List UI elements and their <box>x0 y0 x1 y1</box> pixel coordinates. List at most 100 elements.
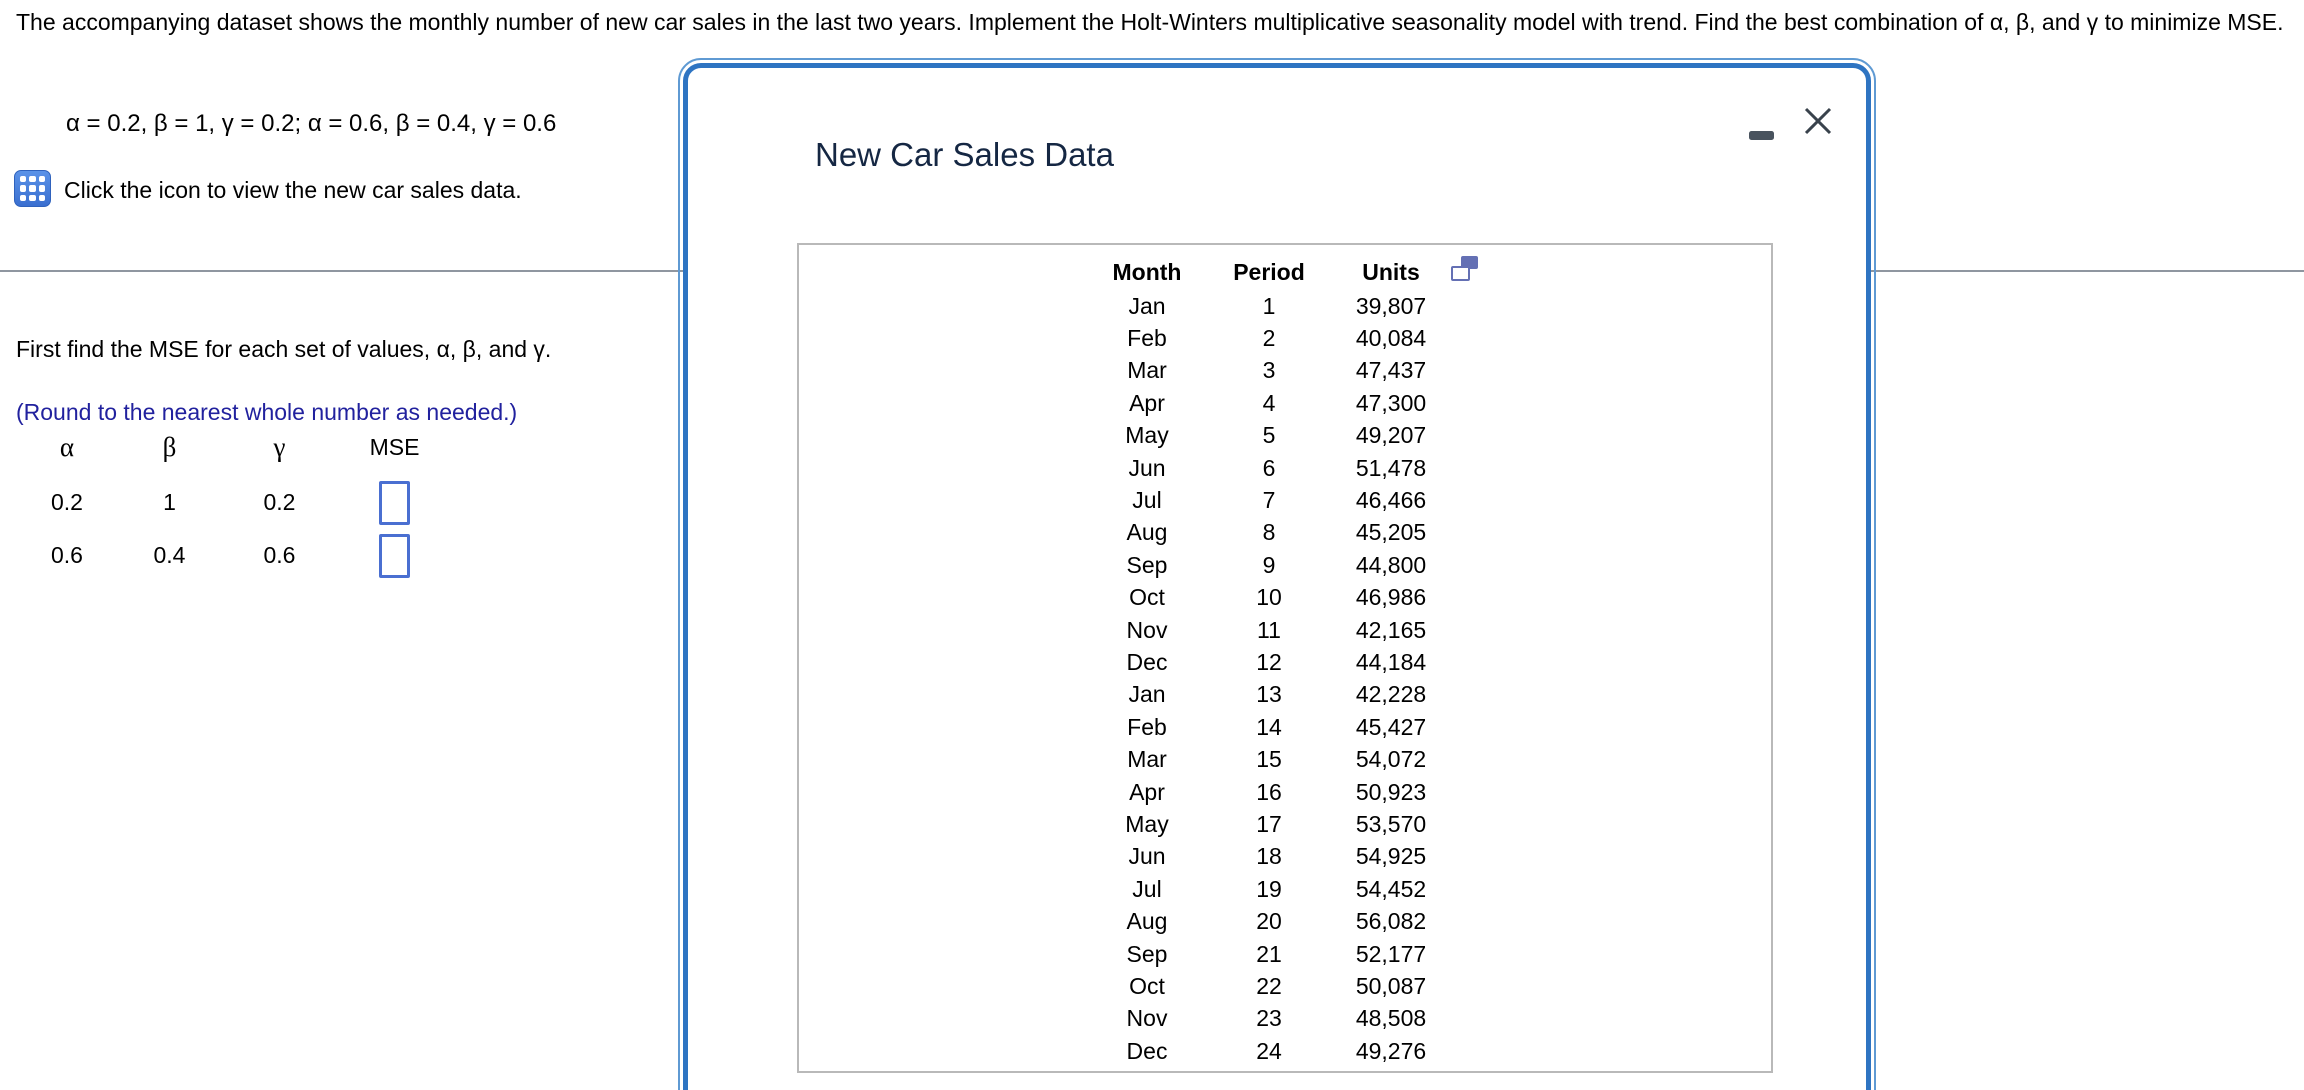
grid-cell <box>38 185 45 192</box>
sales-cell: 12 <box>1256 648 1282 675</box>
sales-cell: 49,276 <box>1355 1037 1427 1064</box>
mse-input-1[interactable] <box>379 480 410 525</box>
param-row: 0.6 0.4 0.6 <box>22 529 457 582</box>
sales-cell: 7 <box>1262 487 1276 514</box>
param-table: α β γ MSE 0.2 1 0.2 0.6 0.4 0.6 <box>22 430 457 582</box>
popout-icon-front <box>1451 266 1470 281</box>
sales-cell: 24 <box>1256 1037 1282 1064</box>
sales-cell: 44,800 <box>1355 551 1427 578</box>
sales-row: Dec 12 44,184 <box>1086 646 1452 678</box>
sales-cell: 54,452 <box>1355 875 1427 902</box>
sales-cell: 15 <box>1256 746 1282 773</box>
gamma-value: 0.2 <box>263 489 296 515</box>
sales-cell: Sep <box>1126 940 1168 967</box>
sales-cell: 21 <box>1256 940 1282 967</box>
problem-statement: The accompanying dataset shows the month… <box>16 9 2284 35</box>
sales-cell: Jul <box>1132 875 1162 902</box>
sales-row: Jul 19 54,452 <box>1086 873 1452 905</box>
mse-input-2[interactable] <box>379 533 410 578</box>
sales-row: Mar 15 54,072 <box>1086 743 1452 775</box>
grid-cell <box>38 194 45 201</box>
sales-cell: 40,084 <box>1355 325 1427 352</box>
beta-value: 0.4 <box>153 542 186 568</box>
sales-cell: Mar <box>1127 357 1167 384</box>
alpha-value: 0.2 <box>51 489 83 515</box>
sales-cell: Jan <box>1128 681 1166 708</box>
sales-cell: Jan <box>1128 292 1166 319</box>
sales-cell: 23 <box>1256 1005 1282 1032</box>
beta-value: 1 <box>163 489 176 515</box>
popout-icon[interactable] <box>1451 256 1478 281</box>
table-data-icon[interactable] <box>14 170 51 207</box>
gamma-header: γ <box>273 432 286 462</box>
sales-cell: Aug <box>1126 908 1168 935</box>
sales-cell: 42,165 <box>1355 616 1427 643</box>
sales-row: Jan 13 42,228 <box>1086 679 1452 711</box>
sales-table: Month Period Units Jan 1 39,807 Feb 2 40,084 M… <box>1086 251 1452 1067</box>
sales-cell: 45,205 <box>1355 519 1427 546</box>
sales-cell: Oct <box>1129 972 1165 999</box>
sales-cell: Oct <box>1129 584 1165 611</box>
close-button[interactable] <box>1796 100 1840 144</box>
sales-cell: Dec <box>1126 648 1168 675</box>
sales-cell: 54,072 <box>1355 746 1427 773</box>
sales-cell: 16 <box>1256 778 1282 805</box>
sales-cell: 44,184 <box>1355 648 1427 675</box>
icon-caption: Click the icon to view the new car sales… <box>64 177 522 203</box>
sales-row: Feb 14 45,427 <box>1086 711 1452 743</box>
sales-cell: May <box>1125 422 1169 449</box>
sales-cell: Jun <box>1128 454 1166 481</box>
dialog-title: New Car Sales Data <box>815 136 1114 173</box>
sales-row: Jan 1 39,807 <box>1086 290 1452 322</box>
sales-cell: 20 <box>1256 908 1282 935</box>
sales-row: Sep 9 44,800 <box>1086 549 1452 581</box>
sales-cell: 47,437 <box>1355 357 1427 384</box>
sales-cell: 13 <box>1256 681 1282 708</box>
sales-cell: 46,986 <box>1355 584 1427 611</box>
sales-cell: May <box>1125 810 1169 837</box>
sales-row: Sep 21 52,177 <box>1086 938 1452 970</box>
sales-cell: Nov <box>1126 616 1168 643</box>
sales-cell: Apr <box>1129 778 1165 805</box>
month-header: Month <box>1112 259 1182 285</box>
gamma-value: 0.6 <box>263 542 296 568</box>
minimize-button[interactable] <box>1740 112 1782 146</box>
grid-cell <box>29 176 36 183</box>
sales-cell: 45,427 <box>1355 713 1427 740</box>
grid-cell <box>29 185 36 192</box>
sales-cell: 52,177 <box>1355 940 1427 967</box>
parameter-sets: α = 0.2, β = 1, γ = 0.2; α = 0.6, β = 0.… <box>66 110 557 137</box>
sales-cell: 18 <box>1256 843 1282 870</box>
alpha-value: 0.6 <box>51 542 83 568</box>
grid-cell <box>38 176 45 183</box>
sales-cell: Apr <box>1129 389 1165 416</box>
minimize-icon <box>1748 130 1774 140</box>
sales-cell: Feb <box>1127 713 1167 740</box>
sales-row: Aug 20 56,082 <box>1086 905 1452 937</box>
sales-cell: 2 <box>1262 325 1276 352</box>
sales-row: Feb 2 40,084 <box>1086 322 1452 354</box>
popout-icon-back <box>1461 256 1478 269</box>
sales-cell: 6 <box>1262 454 1276 481</box>
sales-header-row: Month Period Units <box>1086 251 1452 290</box>
sales-cell: Feb <box>1127 325 1167 352</box>
sales-cell: 5 <box>1262 422 1276 449</box>
sales-row: Nov 11 42,165 <box>1086 614 1452 646</box>
units-header: Units <box>1362 259 1420 285</box>
mse-header: MSE <box>369 434 420 460</box>
sales-cell: 1 <box>1262 292 1276 319</box>
sales-row: Apr 16 50,923 <box>1086 776 1452 808</box>
sales-cell: 46,466 <box>1355 487 1427 514</box>
sales-cell: 3 <box>1262 357 1276 384</box>
sales-cell: Mar <box>1127 746 1167 773</box>
param-header-row: α β γ MSE <box>22 430 457 476</box>
sales-cell: 51,478 <box>1355 454 1427 481</box>
sales-cell: 10 <box>1256 584 1282 611</box>
grid-cell <box>29 194 36 201</box>
grid-cell <box>20 185 27 192</box>
sales-cell: 4 <box>1262 389 1276 416</box>
new-car-sales-dialog: New Car Sales Data Month Period Units <box>678 58 1876 1090</box>
mse-instruction: First find the MSE for each set of value… <box>16 336 552 362</box>
sales-row: Mar 3 47,437 <box>1086 355 1452 387</box>
